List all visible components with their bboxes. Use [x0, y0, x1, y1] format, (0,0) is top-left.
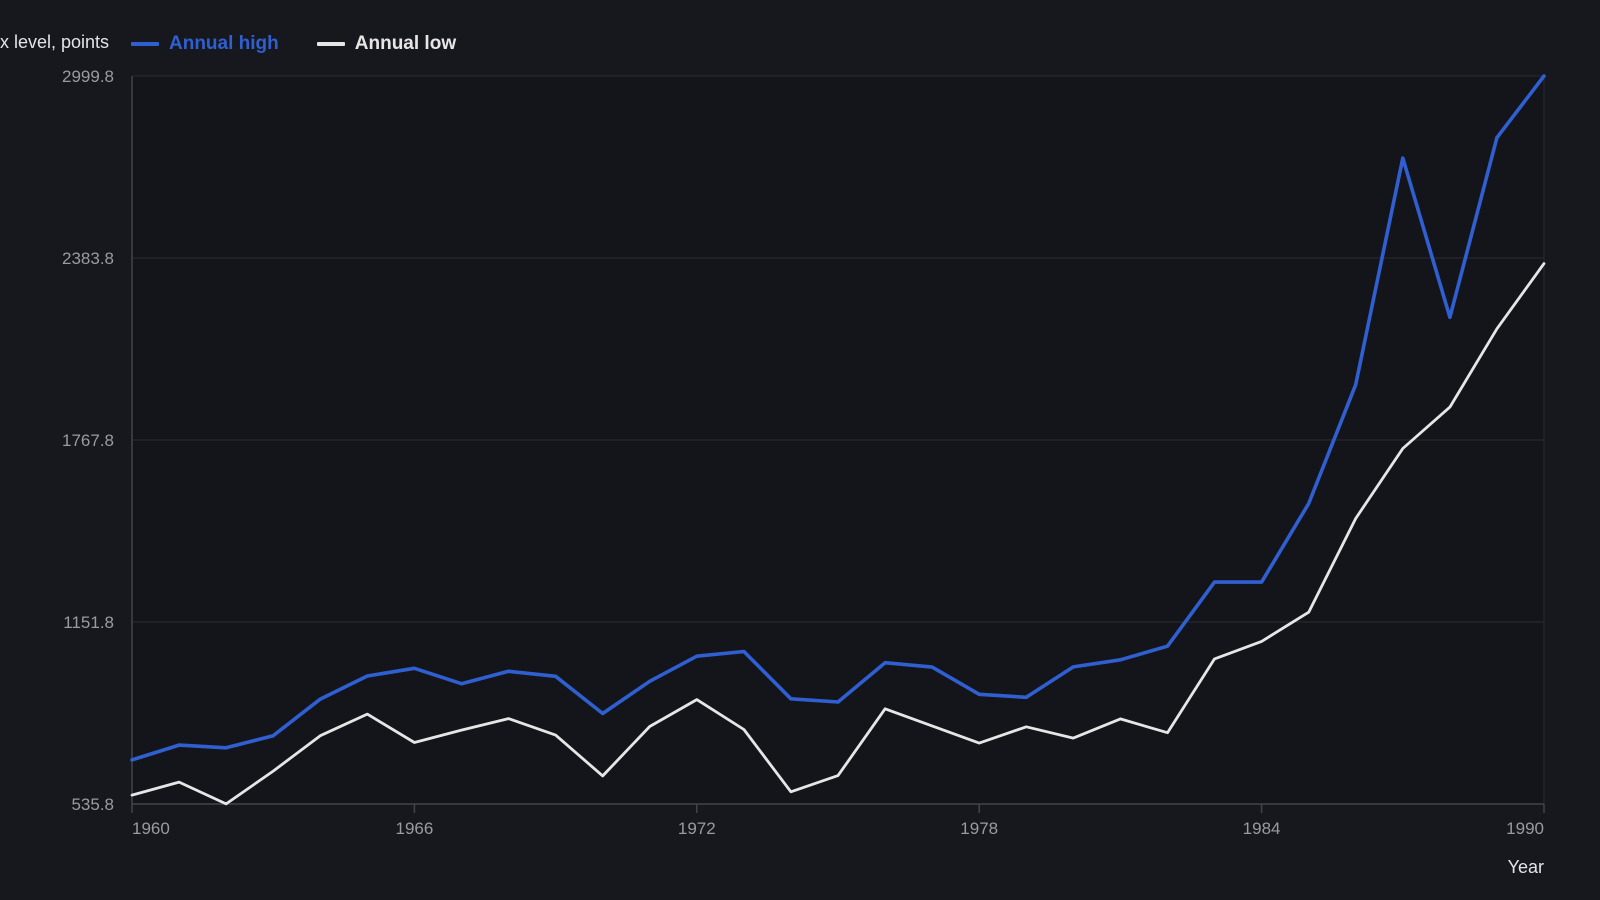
x-axis-label: Year	[1507, 857, 1544, 877]
legend-swatch-annual-high	[131, 42, 159, 46]
legend-swatch-annual-low	[316, 42, 345, 46]
legend-item-annual-low[interactable]: Annual low	[316, 33, 457, 55]
x-tick-label-2: 1972	[678, 819, 716, 838]
y-tick-label-4: 2999.8	[62, 67, 114, 86]
legend-label-annual-low: Annual low	[354, 33, 457, 54]
series-line-annual-low	[130, 262, 1546, 806]
x-tick-label-4: 1984	[1243, 819, 1281, 838]
x-tick-label-3: 1978	[960, 819, 998, 838]
y-tick-label-1: 1151.8	[63, 613, 114, 632]
y-tick-label-0: 535.8	[71, 795, 114, 814]
x-tick-label-1: 1966	[395, 819, 433, 838]
y-tick-label-3: 2383.8	[62, 249, 114, 268]
legend: Annual high Annual low	[131, 33, 456, 55]
y-tick-label-2: 1767.8	[62, 431, 114, 450]
legend-label-annual-high: Annual high	[169, 33, 279, 54]
x-tick-label-0: 1960	[132, 819, 170, 838]
x-tick-label-5: 1990	[1506, 819, 1544, 838]
legend-item-annual-high[interactable]: Annual high	[131, 33, 279, 55]
y-axis-label: x level, points	[0, 32, 110, 52]
series-line-annual-high	[130, 74, 1546, 762]
